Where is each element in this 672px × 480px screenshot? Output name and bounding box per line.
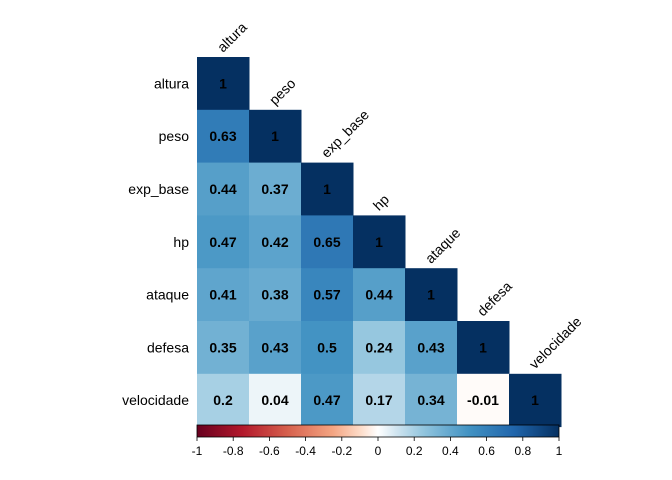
cell-value-label: 0.17 bbox=[365, 392, 392, 408]
cell-exp_base-altura bbox=[197, 162, 250, 216]
color-legend-ticks: -1 -0.8 -0.6 -0.4 -0.2 0 0.2 0.4 0.6 0.8 1 bbox=[192, 437, 563, 458]
cell-defesa-ataque bbox=[405, 321, 458, 375]
cell-defesa-exp_base bbox=[301, 321, 354, 375]
heatmap-cells: 1 0.63 1 0.44 0.37 1 0.47 0.42 0.65 1 0.41 0.38 0.57… bbox=[197, 57, 562, 428]
cell-defesa-peso bbox=[249, 321, 302, 375]
cell-value-label: 0.34 bbox=[417, 392, 444, 408]
cell-ataque-altura bbox=[197, 268, 250, 322]
cell-ataque-hp bbox=[353, 268, 406, 322]
column-label-defesa: defesa bbox=[474, 278, 515, 319]
cell-ataque-exp_base bbox=[301, 268, 354, 322]
cell-value-label: 0.42 bbox=[261, 234, 288, 250]
cell-value-label: 0.04 bbox=[261, 392, 288, 408]
color-legend-tick-label: 0.2 bbox=[406, 444, 423, 458]
cell-defesa-hp bbox=[353, 321, 406, 375]
cell-velocidade-velocidade bbox=[509, 373, 562, 428]
cell-value-label: 0.47 bbox=[209, 234, 236, 250]
color-legend-tick-label: -0.2 bbox=[331, 444, 352, 458]
cell-velocidade-altura bbox=[197, 373, 250, 428]
cell-value-label: 0.47 bbox=[313, 392, 340, 408]
row-label-altura: altura bbox=[154, 75, 189, 91]
cell-hp-altura bbox=[197, 215, 250, 269]
row-label-peso: peso bbox=[159, 128, 190, 144]
cell-velocidade-hp bbox=[353, 373, 406, 428]
cell-exp_base-exp_base bbox=[301, 162, 354, 216]
color-legend-bar bbox=[196, 424, 560, 438]
column-label-altura: altura bbox=[214, 19, 250, 55]
color-legend-tick-label: -1 bbox=[192, 444, 203, 458]
cell-velocidade-peso bbox=[249, 373, 302, 428]
cell-peso-peso bbox=[249, 109, 302, 164]
cell-value-label: 0.2 bbox=[213, 392, 233, 408]
row-label-exp_base: exp_base bbox=[128, 181, 189, 197]
row-label-ataque: ataque bbox=[146, 287, 189, 303]
cell-value-label: 0.35 bbox=[209, 339, 236, 355]
column-label-peso: peso bbox=[266, 75, 299, 108]
cell-value-label: 1 bbox=[531, 392, 539, 408]
color-legend-tick-label: 0 bbox=[375, 444, 382, 458]
color-legend-tick-label: 0.6 bbox=[478, 444, 495, 458]
cell-velocidade-defesa bbox=[457, 373, 510, 428]
cell-velocidade-ataque bbox=[405, 373, 458, 428]
cell-value-label: 1 bbox=[271, 128, 279, 144]
cell-ataque-ataque bbox=[405, 268, 458, 322]
cell-value-label: 1 bbox=[375, 234, 383, 250]
color-legend-tick-label: -0.6 bbox=[259, 444, 280, 458]
row-label-defesa: defesa bbox=[147, 339, 189, 355]
cell-value-label: 0.43 bbox=[261, 339, 288, 355]
color-legend-tick-label: -0.8 bbox=[223, 444, 244, 458]
cell-value-label: 1 bbox=[323, 181, 331, 197]
cell-value-label: 1 bbox=[219, 75, 227, 91]
cell-value-label: 1 bbox=[479, 339, 487, 355]
column-label-exp_base: exp_base bbox=[318, 106, 372, 160]
cell-value-label: 0.5 bbox=[317, 339, 337, 355]
column-label-ataque: ataque bbox=[422, 225, 464, 267]
color-legend-tick-label: 0.4 bbox=[442, 444, 459, 458]
cell-value-label: 0.24 bbox=[365, 339, 392, 355]
cell-value-label: 1 bbox=[427, 287, 435, 303]
cell-defesa-defesa bbox=[457, 321, 510, 375]
cell-value-label: 0.38 bbox=[261, 287, 288, 303]
cell-peso-altura bbox=[197, 109, 250, 164]
cell-value-label: 0.65 bbox=[313, 234, 340, 250]
column-label-hp: hp bbox=[370, 191, 392, 213]
cell-value-label: 0.43 bbox=[417, 339, 444, 355]
cell-velocidade-exp_base bbox=[301, 373, 354, 428]
cell-value-label: 0.57 bbox=[313, 287, 340, 303]
cell-hp-exp_base bbox=[301, 215, 354, 269]
cell-value-label: -0.01 bbox=[467, 392, 499, 408]
cell-value-label: 0.44 bbox=[365, 287, 392, 303]
cell-value-label: 0.41 bbox=[209, 287, 236, 303]
cell-value-label: 0.44 bbox=[209, 181, 236, 197]
cell-exp_base-peso bbox=[249, 162, 302, 216]
color-legend-tick-label: 0.8 bbox=[514, 444, 531, 458]
cell-hp-peso bbox=[249, 215, 302, 269]
cell-value-label: 0.63 bbox=[209, 128, 236, 144]
cell-hp-hp bbox=[353, 215, 406, 269]
color-legend-tick-label: -0.4 bbox=[295, 444, 316, 458]
cell-value-label: 0.37 bbox=[261, 181, 288, 197]
cell-defesa-altura bbox=[197, 321, 250, 375]
color-legend-tick-label: 1 bbox=[556, 444, 563, 458]
column-label-velocidade: velocidade bbox=[526, 313, 585, 372]
row-label-velocidade: velocidade bbox=[122, 392, 189, 408]
row-label-hp: hp bbox=[173, 234, 189, 250]
color-legend: -1 -0.8 -0.6 -0.4 -0.2 0 0.2 0.4 0.6 0.8 1 bbox=[192, 424, 563, 458]
cell-altura-altura bbox=[197, 57, 250, 111]
cell-ataque-peso bbox=[249, 268, 302, 322]
